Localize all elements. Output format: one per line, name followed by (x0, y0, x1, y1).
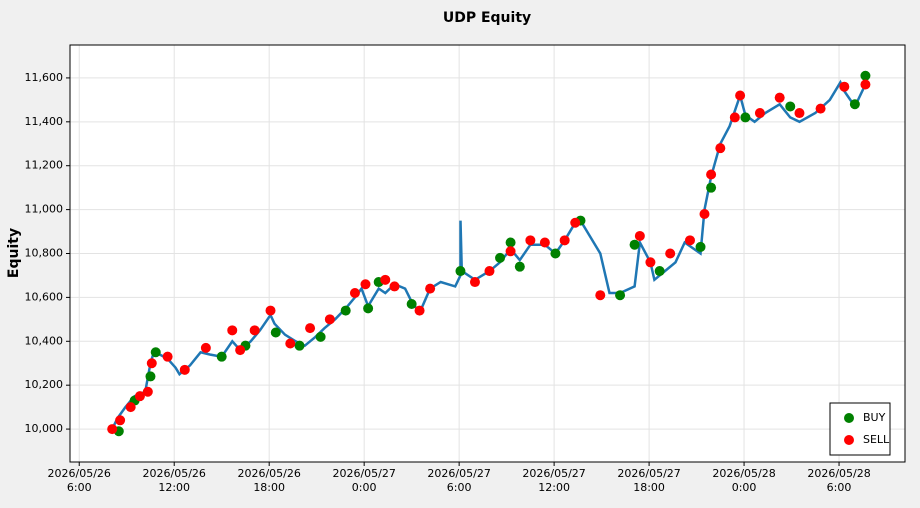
legend-label: SELL (863, 433, 890, 446)
legend-marker (844, 435, 854, 445)
x-tick-label: 2026/05/28 6:00 (807, 467, 871, 494)
sell-marker (665, 248, 676, 259)
x-tick-label: 2026/05/26 12:00 (142, 467, 206, 494)
sell-marker (525, 235, 536, 246)
sell-marker (634, 230, 645, 241)
sell-marker (570, 217, 581, 228)
sell-marker (706, 169, 717, 180)
sell-marker (142, 386, 153, 397)
buy-marker (495, 252, 506, 263)
y-tick-label: 11,600 (25, 71, 64, 84)
x-tick-label: 2026/05/27 18:00 (617, 467, 681, 494)
buy-marker (550, 248, 561, 259)
sell-marker (380, 274, 391, 285)
y-tick-label: 11,200 (25, 159, 64, 172)
sell-marker (324, 314, 335, 325)
buy-marker (363, 303, 374, 314)
sell-marker (794, 108, 805, 119)
buy-marker (629, 239, 640, 250)
sell-marker (134, 391, 145, 402)
legend-box (829, 402, 891, 456)
legend-label: BUY (863, 411, 886, 424)
sell-marker (414, 305, 425, 316)
sell-marker (235, 345, 246, 356)
buy-marker (216, 351, 227, 362)
sell-marker (469, 277, 480, 288)
plot-frame (69, 44, 906, 463)
buy-marker (615, 290, 626, 301)
sell-marker (200, 342, 211, 353)
sell-marker (305, 323, 316, 334)
x-tick-label: 2026/05/26 6:00 (47, 467, 111, 494)
y-tick-label: 10,600 (25, 290, 64, 303)
buy-marker (849, 99, 860, 110)
sell-marker (699, 208, 710, 219)
buy-marker (145, 371, 156, 382)
sell-marker (179, 364, 190, 375)
sell-marker (115, 415, 126, 426)
sell-marker (125, 402, 136, 413)
sell-marker (484, 266, 495, 277)
legend: BUY SELL (829, 402, 891, 456)
x-tick-label: 2026/05/27 12:00 (522, 467, 586, 494)
sell-marker (162, 351, 173, 362)
sell-marker (107, 424, 118, 435)
sell-marker (715, 143, 726, 154)
buy-marker (740, 112, 751, 123)
x-tick-label: 2026/05/26 18:00 (237, 467, 301, 494)
sell-marker (265, 305, 276, 316)
y-axis-label: Equity (6, 228, 22, 278)
buy-marker (294, 340, 305, 351)
buy-marker (695, 241, 706, 252)
x-tick-label: 2026/05/27 0:00 (332, 467, 396, 494)
buy-marker (654, 266, 665, 277)
y-tick-label: 11,000 (25, 203, 64, 216)
buy-marker (860, 70, 871, 81)
y-tick-label: 10,400 (25, 334, 64, 347)
sell-marker (684, 235, 695, 246)
sell-marker (425, 283, 436, 294)
sell-marker (539, 237, 550, 248)
sell-marker (774, 92, 785, 103)
buy-marker (340, 305, 351, 316)
sell-marker (729, 112, 740, 123)
sell-marker (349, 288, 360, 299)
buy-marker (270, 327, 281, 338)
sell-marker (505, 246, 516, 257)
buy-marker (785, 101, 796, 112)
sell-marker (285, 338, 296, 349)
buy-marker (514, 261, 525, 272)
sell-marker (860, 79, 871, 90)
buy-marker (150, 347, 161, 358)
sell-marker (559, 235, 570, 246)
sell-marker (146, 358, 157, 369)
legend-marker (844, 413, 854, 423)
sell-marker (815, 103, 826, 114)
y-tick-label: 10,200 (25, 378, 64, 391)
buy-marker (505, 237, 516, 248)
x-tick-label: 2026/05/27 6:00 (427, 467, 491, 494)
sell-marker (754, 108, 765, 119)
sell-marker (839, 81, 850, 92)
sell-marker (735, 90, 746, 101)
x-tick-label: 2026/05/28 0:00 (712, 467, 776, 494)
sell-marker (389, 281, 400, 292)
sell-marker (595, 290, 606, 301)
buy-marker (315, 331, 326, 342)
sell-marker (360, 279, 371, 290)
chart-title: UDP Equity (443, 10, 531, 26)
buy-marker (455, 266, 466, 277)
sell-marker (227, 325, 238, 336)
y-tick-label: 11,400 (25, 115, 64, 128)
sell-marker (645, 257, 656, 268)
sell-marker (249, 325, 260, 336)
buy-marker (406, 298, 417, 309)
y-tick-label: 10,800 (25, 247, 64, 260)
buy-marker (706, 182, 717, 193)
y-tick-label: 10,000 (25, 422, 64, 435)
